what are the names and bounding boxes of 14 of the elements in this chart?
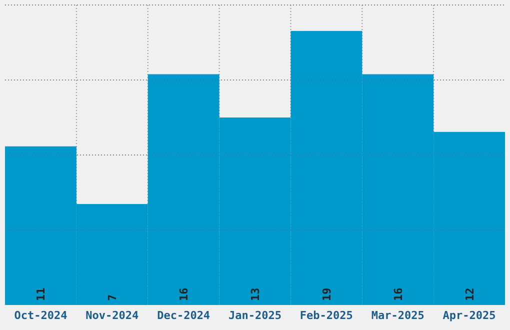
data-label: 16: [178, 287, 191, 301]
data-label: 12: [463, 288, 476, 301]
x-tick-label: Jan-2025: [228, 309, 282, 322]
data-label: 13: [249, 288, 262, 301]
x-tick-label: Mar-2025: [371, 309, 424, 322]
data-label: 7: [106, 294, 120, 301]
data-label: 11: [34, 287, 48, 301]
x-tick-label: Feb-2025: [300, 309, 353, 322]
data-label: 16: [392, 287, 405, 301]
x-tick-label: Apr-2025: [442, 309, 496, 322]
x-tick-label: Dec-2024: [157, 309, 210, 322]
x-tick-label: Nov-2024: [86, 309, 140, 322]
data-label: 19: [320, 288, 334, 301]
x-tick-label: Oct-2024: [14, 309, 68, 322]
